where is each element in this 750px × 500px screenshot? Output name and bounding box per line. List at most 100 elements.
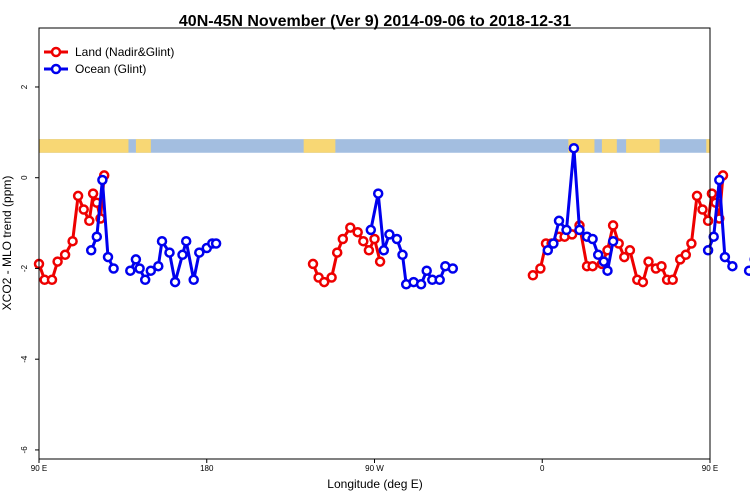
ocean-series-point (210, 238, 222, 249)
ocean-series-point (434, 274, 445, 286)
ocean-series-point (574, 224, 585, 236)
land-series-point (307, 258, 319, 270)
legend-land-label: Land (Nadir&Glint) (75, 45, 174, 59)
land-series-point (345, 222, 356, 233)
ocean-series-point (169, 276, 181, 288)
land-series-point (52, 256, 63, 267)
ocean-series-point (719, 251, 731, 263)
y-axis-label: XCO2 - MLO trend (ppm) (0, 176, 14, 311)
x-tick-label: 90 E (702, 464, 718, 473)
land-series-point (643, 256, 654, 267)
ocean-series-point (542, 245, 554, 256)
legend-land-marker (50, 46, 62, 58)
land-series-point (331, 247, 343, 258)
ocean-series-point (592, 249, 604, 261)
chart-title: 40N-45N November (Ver 9) 2014-09-06 to 2… (179, 13, 571, 30)
ocean-series-point (708, 231, 719, 242)
band-land (39, 139, 129, 153)
land-series-point (619, 251, 630, 263)
land-series-point (607, 220, 619, 231)
ocean-series-point (102, 251, 114, 263)
ocean-series-point (156, 235, 168, 247)
x-tick-label: 180 (200, 464, 214, 473)
ocean-series-point (365, 224, 377, 236)
y-tick-label: -6 (20, 446, 29, 454)
landmask-band (39, 139, 710, 153)
ocean-series-point (415, 279, 427, 290)
land-series-point (587, 260, 598, 272)
y-tick-label: -2 (20, 264, 29, 272)
ocean-series-point (714, 174, 725, 186)
ocean-series-point (177, 249, 188, 261)
band-land (706, 139, 710, 153)
ocean-series-point (702, 245, 714, 256)
land-series-point (702, 215, 714, 227)
ocean-series-point (85, 245, 97, 256)
ocean-series-point (108, 263, 119, 274)
ocean-series-point (587, 233, 598, 245)
band-land (626, 139, 660, 153)
land-series-point (363, 245, 375, 256)
x-tick-label: 90 W (365, 464, 384, 473)
ocean-series-point (743, 265, 750, 276)
band-land (135, 139, 151, 153)
ocean-series-point (188, 274, 199, 286)
land-series-point (697, 204, 708, 215)
ocean-series-point (607, 235, 619, 247)
ocean-series-point (180, 235, 192, 247)
ocean-series-point (568, 142, 580, 154)
land-series-point (686, 238, 697, 249)
ocean-series-point (145, 265, 157, 276)
x-axis-label: Longitude (deg E) (327, 477, 422, 491)
ocean-series-point (164, 247, 175, 258)
land-series-point (46, 274, 58, 286)
legend: Land (Nadir&Glint) Ocean (Glint) (44, 45, 174, 76)
land-series-point (59, 249, 71, 261)
band-land (601, 139, 617, 153)
ocean-series-point (194, 247, 205, 258)
land-series-point (374, 256, 386, 267)
land-series-point (691, 190, 703, 202)
y-tick-label: 0 (20, 175, 29, 180)
x-axis: 90 E 180 90 W 0 90 E (31, 459, 718, 473)
ocean-series-point (130, 254, 142, 265)
ocean-series-point (153, 260, 164, 272)
ocean-series-point (378, 245, 390, 256)
x-tick-label: 90 E (31, 464, 47, 473)
ocean-series-point (97, 174, 108, 186)
land-series-point (680, 249, 692, 261)
land-series-point (352, 226, 363, 238)
ocean-series-point (548, 238, 559, 249)
x-tick-label: 0 (540, 464, 545, 473)
y-tick-label: 2 (20, 84, 29, 89)
ocean-series-point (139, 274, 151, 286)
land-series-point (667, 274, 678, 286)
land-series-point (535, 263, 546, 274)
land-series-point (637, 276, 649, 288)
ocean-series-point (553, 215, 565, 227)
ocean-series-point (602, 265, 613, 276)
land-series-point (318, 276, 330, 288)
ocean-series-point (372, 188, 384, 199)
ocean-series-point (421, 265, 432, 276)
y-axis: -6 -4 -2 0 2 (20, 84, 39, 453)
land-series-point (337, 233, 349, 245)
ocean-series-point (91, 231, 103, 242)
band-land (303, 139, 336, 153)
land-series-point (624, 245, 636, 256)
y-tick-label: -4 (20, 355, 29, 363)
land-series-point (87, 188, 99, 199)
ocean-series-point (125, 265, 136, 276)
ocean-series-line (369, 192, 454, 286)
band-ocean (39, 139, 710, 153)
land-series-point (326, 272, 337, 283)
land-series-point (706, 188, 718, 199)
land-series-point (72, 190, 84, 202)
land-series-point (369, 233, 380, 245)
land-series-point (84, 215, 95, 227)
land-series-point (78, 204, 89, 215)
series-layer (33, 142, 750, 290)
ocean-series-point (561, 224, 572, 236)
legend-ocean-label: Ocean (Glint) (75, 62, 146, 76)
